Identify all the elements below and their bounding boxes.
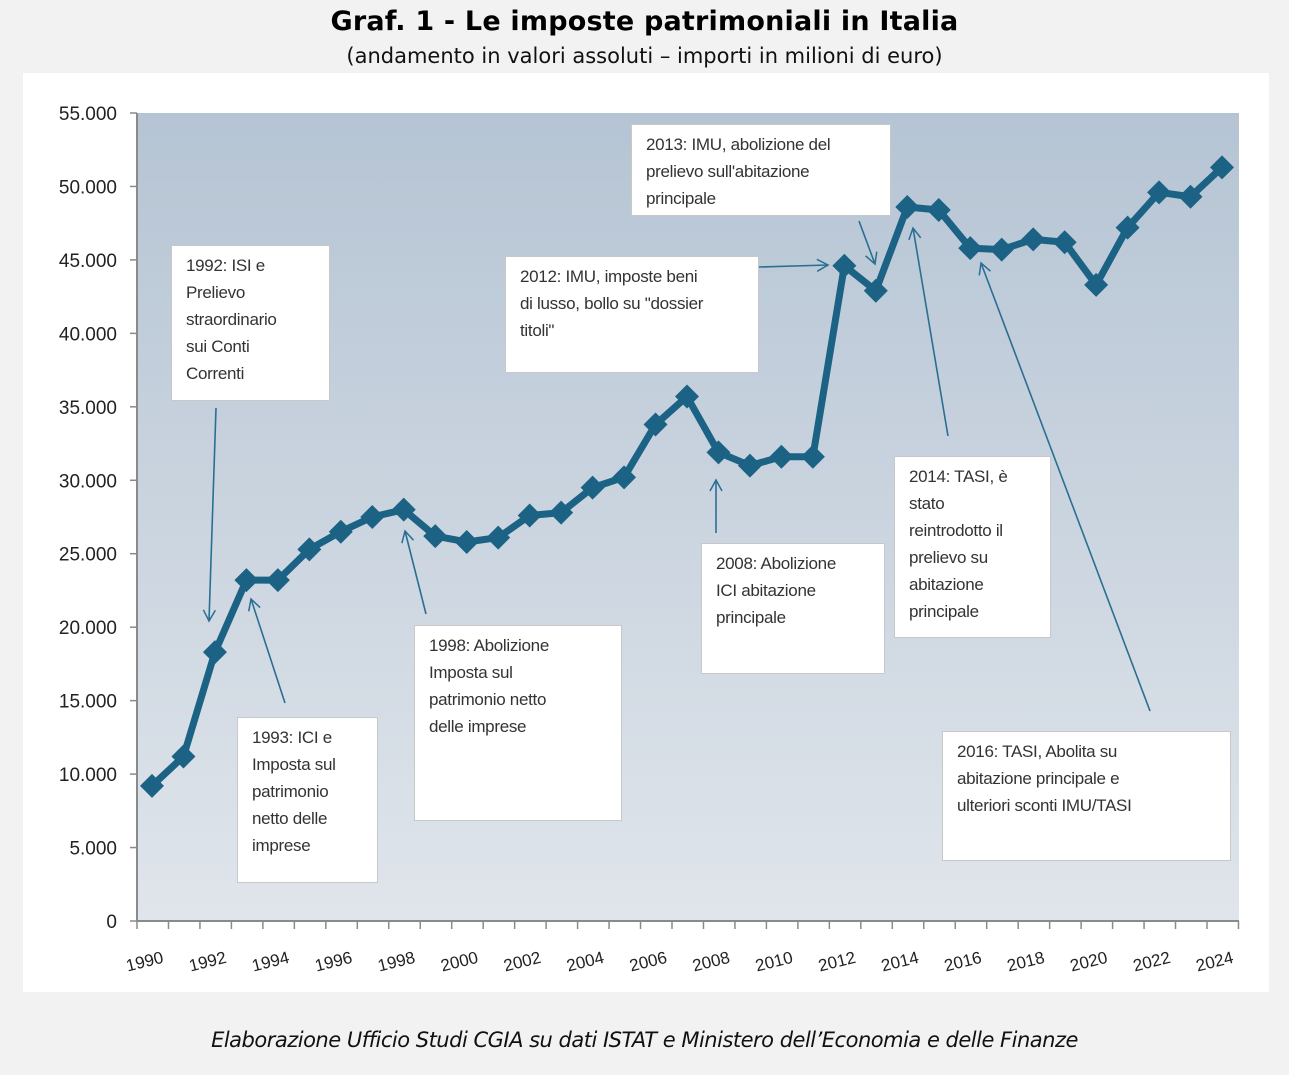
data-point-marker [1084,272,1109,297]
arrow-2016 [978,261,1151,712]
arrow-2012 [758,258,830,272]
x-tick-label: 2010 [753,948,794,976]
data-point-marker [989,237,1014,262]
data-point-marker [1021,227,1046,252]
y-tick-label: 50.000 [59,177,117,198]
data-point-marker [863,278,888,303]
x-tick-label: 2008 [690,948,731,976]
data-point-marker [926,197,951,222]
annotation-2008: 2008: Abolizione ICI abitazione principa… [701,543,885,674]
data-point-marker [958,236,983,261]
data-point-marker [612,465,637,490]
y-tick-label: 35.000 [59,398,117,419]
y-tick-label: 0 [106,912,117,933]
annotation-2012: 2012: IMU, imposte beni di lusso, bollo … [505,256,759,373]
x-tick-label: 2024 [1194,948,1235,976]
chart-subtitle: (andamento in valori assoluti – importi … [346,44,943,68]
arrow-1992 [202,407,217,623]
data-point-marker [171,744,196,769]
data-point-marker [202,640,227,665]
annotation-1998: 1998: Abolizione Imposta sul patrimonio … [414,625,622,821]
chart-panel: 0 5.000 10.000 15.000 20.000 25.000 30.000 35.0… [23,73,1269,992]
data-point-marker [486,525,511,550]
x-tick-label: 2004 [565,948,606,976]
data-point-marker [140,773,164,798]
y-tick-label: 40.000 [59,324,117,345]
x-tick-label: 2018 [1005,948,1046,976]
x-tick-label: 2020 [1068,948,1109,976]
data-point-marker [517,503,542,528]
annotation-2014: 2014: TASI, è stato reintrodotto il prel… [894,456,1051,638]
data-point-marker [1147,180,1172,205]
annotation-2016: 2016: TASI, Abolita su abitazione princi… [942,731,1231,861]
data-point-marker [737,453,762,478]
data-point-marker [675,384,699,409]
y-tick-label: 20.000 [59,618,117,639]
data-point-marker [1178,184,1203,209]
data-point-marker [706,440,731,465]
x-tick-label: 2002 [502,948,543,976]
arrow-1993 [247,597,286,704]
data-point-marker [265,568,290,593]
x-tick-label: 2006 [628,948,669,976]
y-tick-label: 30.000 [59,471,117,492]
x-tick-label: 1998 [376,948,417,976]
data-point-marker [895,195,920,220]
x-tick-label: 2022 [1131,948,1172,976]
source-note: Elaborazione Ufficio Studi CGIA su dati … [211,1028,1078,1052]
annotation-arrows [202,220,1151,712]
y-tick-label: 10.000 [59,765,117,786]
y-tick-label: 15.000 [59,692,117,713]
x-tick-label: 2016 [942,948,983,976]
data-point-marker [769,444,794,469]
data-point-marker [549,500,574,525]
arrow-1998 [401,529,427,615]
y-tick-label: 25.000 [59,545,117,566]
x-tick-label: 2000 [439,948,480,976]
data-point-marker [1052,230,1077,255]
x-tick-label: 2012 [816,948,857,976]
data-point-marker [360,505,385,529]
y-tick-label: 45.000 [59,251,117,272]
x-tick-label: 1992 [187,948,228,976]
data-point-marker [643,412,668,437]
y-tick-label: 55.000 [59,104,117,125]
data-point-marker [234,568,259,593]
data-point-marker [1210,155,1234,180]
data-point-marker [832,253,857,278]
data-point-marker [580,475,605,500]
data-point-marker [1115,215,1140,240]
x-tick-label: 2014 [879,948,920,976]
data-point-marker [297,537,322,562]
x-tick-label: 1994 [250,948,291,976]
data-point-marker [454,529,479,554]
annotation-2013: 2013: IMU, abolizione del prelievo sull'… [631,124,891,216]
data-series [140,155,1234,798]
data-point-marker [800,444,825,469]
data-point-marker [328,519,353,544]
arrow-2013 [858,220,878,266]
annotation-1993: 1993: ICI e Imposta sul patrimonio netto… [237,717,378,883]
data-point-marker [391,497,416,522]
x-tick-label: 1996 [313,948,354,976]
annotation-1992: 1992: ISI e Prelievo straordinario sui C… [171,245,330,401]
arrow-2014 [908,226,949,437]
chart-title: Graf. 1 - Le imposte patrimoniali in Ita… [330,6,959,37]
y-tick-label: 5.000 [69,839,117,860]
data-point-marker [423,524,448,549]
x-tick-label: 1990 [124,948,165,976]
